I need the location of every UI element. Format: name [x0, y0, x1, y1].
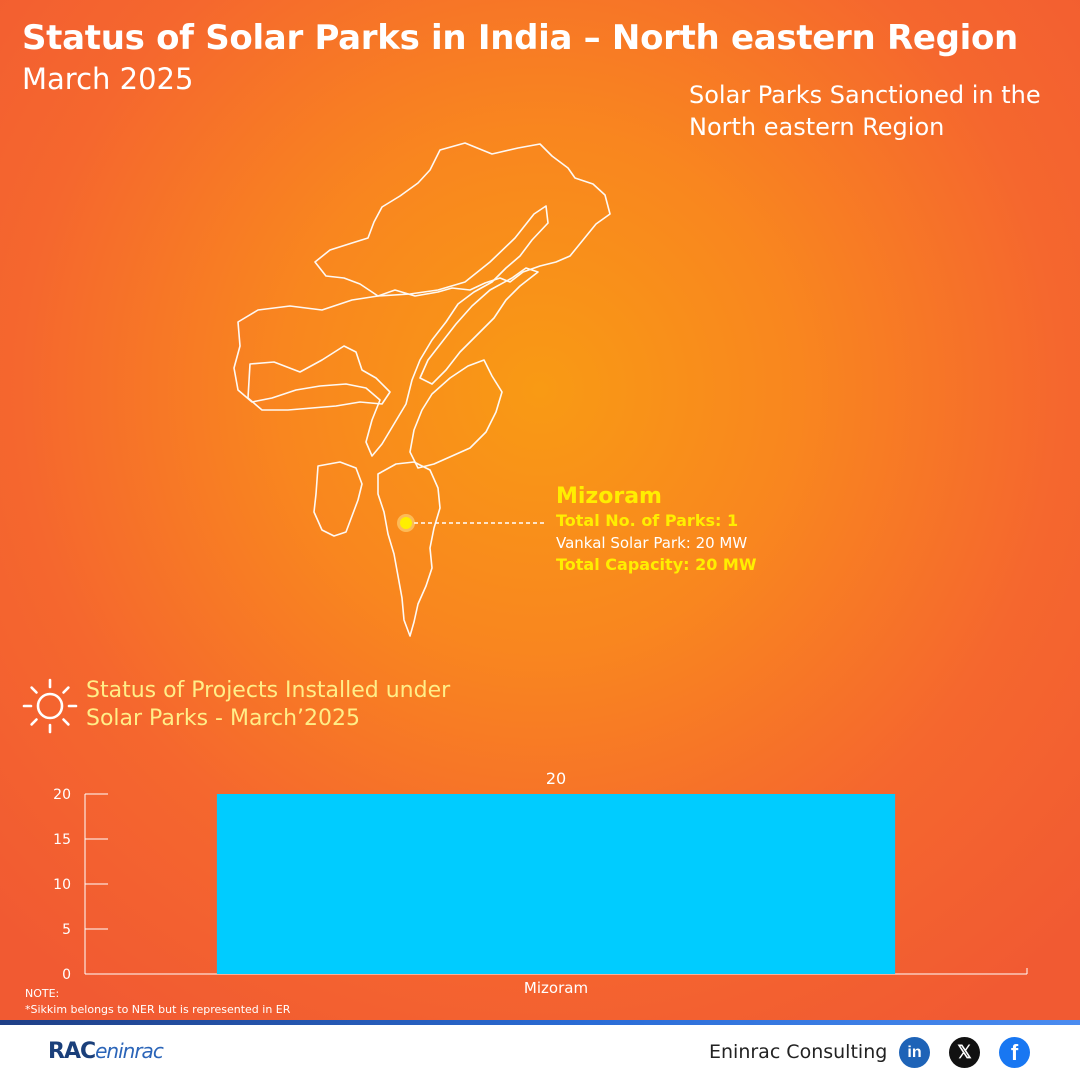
bar	[216, 794, 896, 974]
callout-park: Vankal Solar Park: 20 MW	[556, 534, 748, 552]
note-label: NOTE:	[25, 987, 60, 1000]
page-subtitle: March 2025	[22, 62, 194, 96]
bar-data-label: 20	[546, 769, 566, 788]
note-text: *Sikkim belongs to NER but is represente…	[25, 1003, 291, 1016]
note: NOTE: *Sikkim belongs to NER but is repr…	[25, 986, 290, 1018]
mizoram-callout: Mizoram Total No. of Parks: 1 Vankal Sol…	[556, 484, 757, 576]
map-region-mizoram	[377, 461, 441, 637]
y-tick-label: 15	[53, 832, 71, 848]
installed-capacity-bar-chart: 0 5 10 15 20 20 Mizoram	[53, 769, 896, 997]
footer: RACeninrac Eninrac Consulting in 𝕏 f	[0, 1025, 1080, 1080]
x-icon[interactable]: 𝕏	[949, 1037, 980, 1068]
footer-divider	[0, 1020, 1080, 1025]
y-tick-label: 10	[53, 877, 71, 893]
mizoram-marker-core	[400, 517, 412, 529]
page-title: Status of Solar Parks in India – North e…	[22, 18, 1018, 58]
map-region-arunachal	[314, 142, 611, 297]
y-tick-label: 0	[62, 967, 71, 983]
facebook-icon[interactable]: f	[999, 1037, 1030, 1068]
linkedin-icon[interactable]: in	[899, 1037, 930, 1068]
callout-state: Mizoram	[556, 484, 662, 509]
map-region-assam	[233, 205, 549, 457]
y-tick-label: 20	[53, 787, 71, 803]
status-heading-line1: Status of Projects Installed under	[86, 678, 451, 703]
status-heading-line2: Solar Parks - March’2025	[86, 706, 361, 731]
callout-total-parks: Total No. of Parks: 1	[556, 511, 739, 530]
x-category-label: Mizoram	[524, 979, 588, 997]
status-heading: Status of Projects Installed under Solar…	[86, 677, 450, 733]
map-region-manipur	[409, 359, 503, 469]
map-caption: Solar Parks Sanctioned in the North east…	[689, 81, 1041, 141]
north-east-map	[233, 142, 611, 637]
map-region-tripura	[313, 461, 363, 537]
logo-left: RAC	[48, 1039, 96, 1064]
callout-total-capacity: Total Capacity: 20 MW	[556, 555, 757, 574]
sun-icon	[22, 678, 78, 734]
eninrac-logo: RACeninrac	[48, 1039, 164, 1064]
brand-name: Eninrac Consulting	[709, 1041, 888, 1063]
map-region-meghalaya	[247, 345, 391, 411]
logo-right: eninrac	[95, 1039, 164, 1063]
y-tick-label: 5	[62, 922, 71, 938]
map-region-nagaland	[419, 267, 539, 385]
